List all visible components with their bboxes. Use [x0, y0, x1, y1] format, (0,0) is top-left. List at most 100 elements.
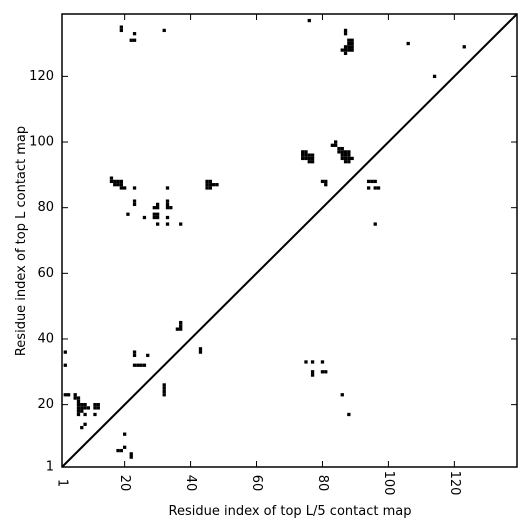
x-axis-label: Residue index of top L/5 contact map: [169, 504, 412, 519]
contact-cell-upper: [310, 153, 315, 157]
contact-cell-upper: [347, 45, 351, 49]
contact-cell-upper: [350, 48, 354, 52]
contact-cell-upper: [205, 179, 209, 184]
contact-cell-upper: [208, 183, 213, 187]
contact-cell-upper: [132, 186, 137, 190]
contact-cell-upper: [165, 215, 170, 220]
x-tick-label: 20: [117, 475, 132, 492]
contact-cell-upper: [310, 156, 315, 161]
contact-cell-upper: [307, 156, 311, 161]
contact-cell-lower: [76, 406, 81, 410]
contact-cell-lower: [83, 412, 87, 417]
contact-cell-upper: [337, 146, 341, 151]
y-tick-label: 20: [37, 397, 54, 412]
contact-cell-lower: [76, 396, 81, 400]
contact-cell-lower: [63, 393, 67, 397]
contact-cell-upper: [347, 48, 351, 52]
contact-cell-upper: [340, 146, 344, 151]
contact-cell-lower: [76, 402, 81, 407]
contact-cell-lower: [93, 406, 97, 410]
y-tick-label: 80: [37, 200, 54, 215]
contact-cell-upper: [334, 140, 338, 144]
y-tick-label: 60: [37, 266, 54, 281]
contact-cell-upper: [208, 186, 213, 190]
x-tick-label: 80: [315, 475, 330, 492]
contact-cell-lower: [123, 432, 127, 436]
y-tick-label: 1: [46, 460, 54, 475]
contact-cell-upper: [373, 222, 377, 226]
contact-cell-upper: [343, 51, 348, 56]
contact-cell-upper: [304, 153, 308, 157]
contact-cell-lower: [310, 360, 315, 364]
contact-cell-upper: [123, 186, 127, 190]
contact-cell-lower: [179, 320, 183, 325]
contact-cell-upper: [304, 156, 308, 161]
contact-cell-upper: [152, 206, 156, 210]
contact-cell-lower: [80, 409, 84, 413]
contact-cell-upper: [347, 41, 351, 46]
contact-cell-lower: [63, 350, 67, 354]
contact-cell-upper: [373, 179, 377, 184]
contact-cell-lower: [162, 389, 166, 394]
contact-cell-upper: [350, 38, 354, 42]
y-tick-label: 120: [29, 69, 54, 84]
contact-cell-upper: [155, 212, 160, 216]
contact-cell-lower: [179, 327, 183, 331]
contact-cell-upper: [320, 179, 325, 184]
contact-cell-upper: [205, 186, 209, 190]
contact-cell-lower: [129, 452, 133, 456]
contact-cell-lower: [86, 406, 91, 410]
contact-cell-lower: [116, 448, 120, 453]
contact-cell-lower: [304, 360, 308, 364]
contact-cell-upper: [152, 215, 156, 220]
contact-cell-upper: [215, 183, 219, 187]
contact-cell-upper: [347, 38, 351, 42]
contact-cell-lower: [83, 406, 87, 410]
contact-cell-lower: [310, 370, 315, 374]
contact-cell-lower: [80, 406, 84, 410]
contact-cell-upper: [304, 150, 308, 154]
contact-cell-lower: [162, 386, 166, 390]
contact-cell-lower: [132, 350, 137, 354]
contact-cell-upper: [165, 202, 170, 207]
x-tick-label: 60: [249, 475, 264, 492]
contact-cell-lower: [96, 406, 100, 410]
contact-cell-upper: [212, 183, 216, 187]
contact-cell-upper: [119, 183, 123, 187]
contact-cell-upper: [179, 222, 183, 226]
contact-cell-lower: [179, 324, 183, 328]
contact-cell-upper: [119, 28, 123, 33]
contact-cell-upper: [343, 28, 348, 33]
diagonal-line: [61, 13, 518, 468]
contact-cell-lower: [132, 353, 137, 358]
contact-cell-lower: [324, 370, 328, 374]
contact-cell-upper: [129, 38, 133, 42]
contact-cell-upper: [165, 222, 170, 226]
contact-cell-upper: [406, 41, 410, 46]
contact-cell-upper: [343, 48, 348, 52]
contact-cell-lower: [136, 363, 140, 367]
contact-cell-upper: [109, 179, 114, 184]
contact-cell-lower: [347, 412, 351, 417]
contact-cell-upper: [113, 179, 117, 184]
contact-cell-lower: [73, 396, 77, 400]
contact-cell-lower: [320, 370, 325, 374]
contact-cell-upper: [432, 74, 437, 79]
contact-cell-upper: [347, 160, 351, 164]
contact-cell-lower: [80, 425, 84, 430]
contact-cell-upper: [126, 212, 130, 216]
x-tick-label: 100: [381, 471, 396, 496]
contact-cell-lower: [66, 393, 71, 397]
contact-cell-lower: [146, 353, 150, 358]
contact-cell-upper: [350, 41, 354, 46]
contact-cell-upper: [340, 153, 344, 157]
contact-cell-upper: [337, 150, 341, 154]
contact-cell-lower: [76, 399, 81, 403]
contact-cell-lower: [83, 402, 87, 407]
contact-cell-upper: [376, 186, 381, 190]
contact-cell-upper: [165, 206, 170, 210]
contact-cell-upper: [132, 199, 137, 203]
contact-cell-upper: [116, 179, 120, 184]
contact-cell-upper: [307, 160, 311, 164]
